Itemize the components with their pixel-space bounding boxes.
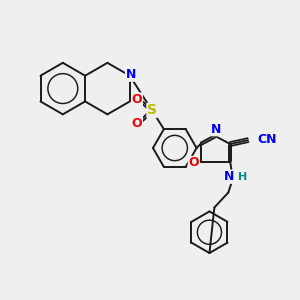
Text: N: N [224,170,234,183]
Text: O: O [132,117,142,130]
Text: N: N [125,68,136,81]
Text: N: N [211,123,222,136]
Text: O: O [188,156,199,170]
Text: H: H [238,172,247,182]
Text: CN: CN [257,133,277,146]
Text: S: S [147,103,157,117]
Text: O: O [132,93,142,106]
